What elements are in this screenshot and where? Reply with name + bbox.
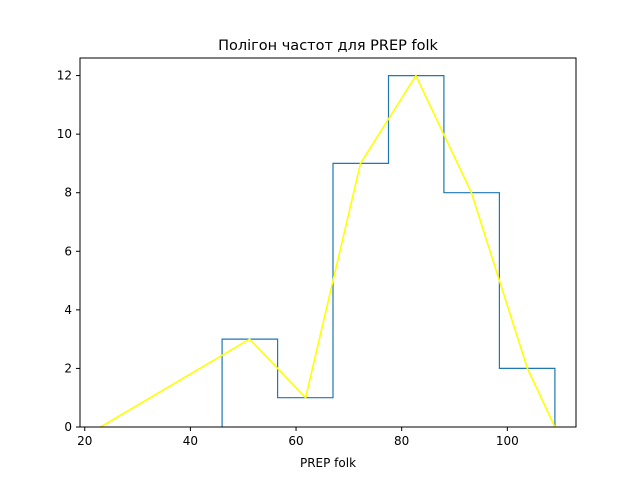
plot-area bbox=[100, 73, 556, 428]
frequency-polygon-line bbox=[100, 73, 556, 428]
y-tick-label: 0 bbox=[64, 420, 72, 434]
plot-frame bbox=[79, 57, 577, 428]
x-tick-label: 100 bbox=[496, 434, 519, 448]
y-tick-label: 2 bbox=[64, 361, 72, 375]
axis-ticks: 20 40 60 80 100 0 2 4 6 8 10 12 bbox=[57, 69, 519, 448]
chart-title: Полігон частот для PREP folk bbox=[218, 38, 438, 54]
y-tick-label: 10 bbox=[57, 127, 72, 141]
y-tick-label: 12 bbox=[57, 69, 72, 83]
y-tick-label: 8 bbox=[64, 186, 72, 200]
x-tick-label: 20 bbox=[77, 434, 92, 448]
y-tick-label: 4 bbox=[64, 303, 72, 317]
x-tick-label: 40 bbox=[183, 434, 198, 448]
x-axis-label: PREP folk bbox=[300, 456, 356, 470]
y-tick-label: 6 bbox=[64, 244, 72, 258]
x-tick-label: 60 bbox=[288, 434, 303, 448]
x-tick-label: 80 bbox=[394, 434, 409, 448]
